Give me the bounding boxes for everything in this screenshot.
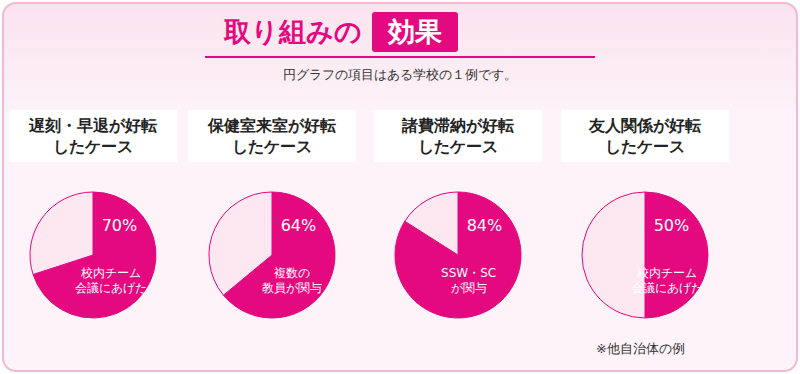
html-text:したケース: したケース: [605, 137, 685, 156]
html-text:遅刻・早退が好転: 遅刻・早退が好転: [29, 116, 157, 135]
html-text:したケース: したケース: [418, 137, 498, 156]
html-text:友人関係が好転: 友人関係が好転: [589, 116, 701, 135]
svg-text:SSW・SCが関与: SSW・SCが関与: [441, 266, 496, 295]
svg-text:84%: 84%: [467, 216, 503, 235]
svg-text:70%: 70%: [102, 216, 138, 235]
svg-text:校内チーム会議にあげた: 校内チーム会議にあげた: [631, 266, 703, 295]
html-text:取り組みの: 取り組みの: [224, 16, 362, 47]
svg-text:校内チーム会議にあげた: 校内チーム会議にあげた: [75, 266, 147, 295]
html-text:保健室来室が好転: 保健室来室が好転: [208, 116, 336, 135]
html-text:円グラフの項目はある学校の１例です。: 円グラフの項目はある学校の１例です。: [283, 67, 517, 82]
html-text:効果: 効果: [388, 16, 442, 47]
html-text:したケース: したケース: [232, 137, 312, 156]
svg-text:50%: 50%: [654, 216, 690, 235]
html-text:諸費滞納が好転: 諸費滞納が好転: [402, 116, 514, 135]
html-text:したケース: したケース: [53, 137, 133, 156]
svg-text:複数の教員が関与: 複数の教員が関与: [262, 266, 322, 295]
svg-text:64%: 64%: [281, 216, 317, 235]
html-text:※他自治体の例: ※他自治体の例: [596, 341, 685, 356]
